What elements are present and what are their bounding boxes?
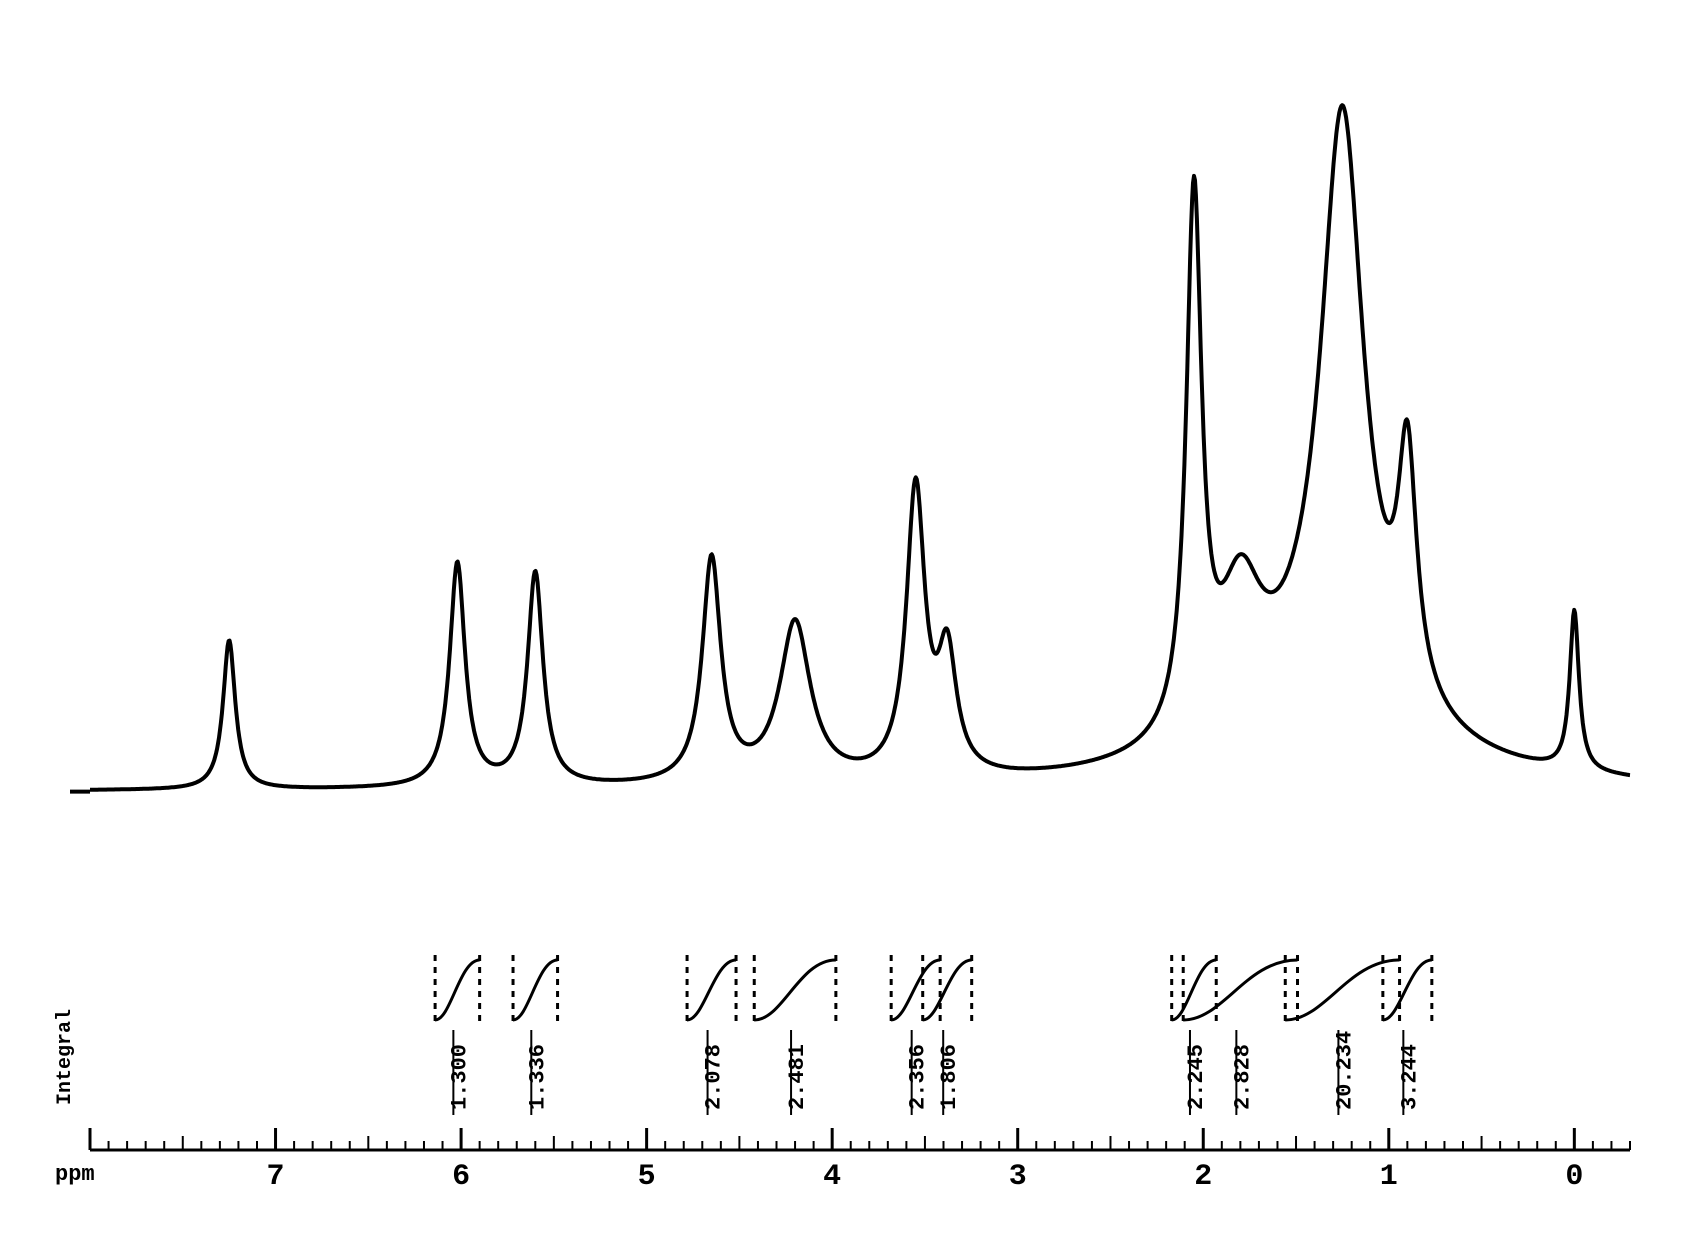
integral-value: 2.078 bbox=[702, 1044, 727, 1110]
ppm-axis: 7 6 5 4 3 2 1 0 bbox=[90, 1128, 1630, 1194]
spectrum-trace bbox=[90, 105, 1630, 790]
integral-value: 2.828 bbox=[1230, 1044, 1255, 1110]
ppm-tick-label: 6 bbox=[452, 1160, 470, 1194]
integral-value: 2.481 bbox=[785, 1044, 810, 1110]
ppm-tick-label: 0 bbox=[1565, 1160, 1583, 1194]
integral-axis-label: Integral bbox=[54, 1009, 77, 1105]
ppm-tick-label: 2 bbox=[1194, 1160, 1212, 1194]
integral-value: 1.806 bbox=[937, 1044, 962, 1110]
ppm-tick-label: 4 bbox=[823, 1160, 841, 1194]
integral-value: 20.234 bbox=[1332, 1031, 1357, 1110]
integral-value: 1.336 bbox=[525, 1044, 550, 1110]
ppm-tick-label: 5 bbox=[638, 1160, 656, 1194]
ppm-tick-label: 7 bbox=[267, 1160, 285, 1194]
integral-value: 1.300 bbox=[447, 1044, 472, 1110]
ppm-tick-label: 3 bbox=[1009, 1160, 1027, 1194]
nmr-svg: 1.300 1.336 2.078 2.481 2.3561.806 2.245 2.828… bbox=[30, 30, 1661, 1204]
spectrum-plot bbox=[70, 105, 1630, 791]
integral-value: 2.356 bbox=[906, 1044, 931, 1110]
nmr-spectrum-figure: 1.300 1.336 2.078 2.481 2.3561.806 2.245 2.828… bbox=[30, 30, 1661, 1204]
ppm-axis-label: ppm bbox=[55, 1162, 95, 1187]
integral-value: 2.245 bbox=[1184, 1044, 1209, 1110]
integral-value: 3.244 bbox=[1397, 1044, 1422, 1110]
integral-row: 1.300 1.336 2.078 2.481 2.3561.806 2.245 2.828… bbox=[435, 955, 1432, 1115]
ppm-tick-label: 1 bbox=[1380, 1160, 1398, 1194]
